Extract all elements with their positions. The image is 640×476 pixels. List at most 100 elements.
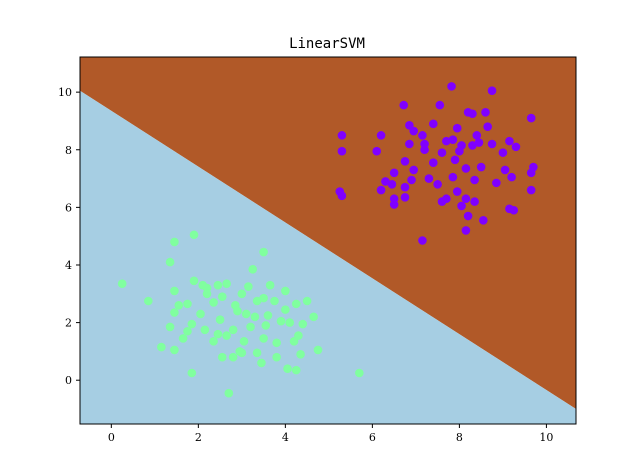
data-point-class-0 (452, 123, 462, 133)
data-point-class-0 (481, 108, 490, 117)
data-point-class-0 (389, 200, 399, 209)
data-point-class-0 (479, 216, 488, 225)
data-point-class-1 (291, 299, 301, 309)
data-point-class-1 (241, 309, 251, 319)
data-point-class-1 (248, 265, 258, 274)
data-point-class-1 (228, 352, 238, 362)
scatter-points (117, 82, 538, 398)
data-point-class-1 (183, 326, 192, 336)
data-point-class-1 (189, 276, 199, 286)
data-point-class-0 (428, 158, 438, 168)
data-point-class-0 (337, 191, 347, 201)
data-point-class-1 (196, 309, 205, 319)
data-point-class-1 (170, 286, 179, 296)
x-tick-label: 0 (108, 431, 115, 444)
data-point-class-1 (233, 306, 242, 316)
data-point-class-0 (507, 172, 516, 182)
data-point-class-1 (157, 342, 166, 352)
data-point-class-1 (202, 283, 212, 293)
plot-area (80, 57, 576, 424)
data-point-class-1 (244, 282, 253, 291)
data-point-class-0 (447, 82, 456, 91)
data-point-class-1 (272, 352, 281, 362)
data-point-class-1 (250, 312, 260, 322)
data-point-class-0 (457, 141, 466, 150)
data-point-class-1 (281, 305, 290, 314)
data-point-class-1 (302, 296, 312, 306)
data-point-class-0 (452, 187, 462, 196)
data-point-class-1 (187, 319, 197, 329)
data-point-class-0 (435, 100, 445, 110)
data-point-class-0 (442, 136, 451, 146)
data-point-class-1 (263, 311, 273, 320)
data-point-class-1 (117, 279, 127, 289)
data-point-class-1 (215, 315, 225, 325)
data-point-class-0 (461, 226, 471, 235)
data-point-class-0 (442, 194, 451, 204)
data-point-class-1 (165, 257, 175, 267)
x-tick-label: 6 (369, 431, 376, 444)
data-point-class-0 (424, 174, 434, 183)
data-point-class-0 (526, 113, 536, 123)
data-point-class-0 (487, 139, 497, 149)
data-point-class-0 (500, 165, 510, 175)
data-point-class-0 (509, 205, 519, 215)
data-point-class-1 (235, 347, 244, 356)
data-point-class-0 (470, 175, 479, 185)
chart-title: LinearSVM (289, 36, 365, 52)
data-point-class-1 (237, 289, 247, 299)
data-point-class-0 (433, 180, 442, 189)
y-axis: 0 2 4 6 8 10 (58, 86, 80, 387)
data-point-class-1 (170, 308, 179, 317)
data-point-class-0 (474, 138, 484, 147)
data-point-class-0 (400, 182, 410, 192)
y-tick-label: 0 (65, 374, 72, 387)
data-point-class-1 (224, 388, 234, 398)
x-axis: 0 2 4 6 8 10 (108, 424, 553, 444)
data-point-class-0 (381, 177, 390, 186)
data-point-class-1 (285, 318, 295, 327)
data-point-class-0 (470, 197, 479, 206)
data-point-class-1 (291, 365, 301, 375)
data-point-class-0 (418, 131, 427, 140)
data-point-class-1 (239, 337, 249, 346)
x-tick-label: 4 (282, 431, 289, 444)
decision-region-upper (80, 57, 576, 410)
data-point-class-0 (407, 175, 416, 185)
data-point-class-0 (476, 162, 486, 172)
y-tick-label: 2 (65, 317, 72, 330)
data-point-class-1 (259, 334, 268, 343)
data-point-class-1 (265, 280, 275, 290)
data-point-class-0 (487, 86, 497, 96)
data-point-class-0 (526, 185, 536, 195)
data-point-class-0 (405, 139, 414, 149)
plot-frame (79, 56, 577, 425)
data-point-class-0 (448, 172, 458, 182)
data-point-class-0 (376, 131, 386, 140)
data-point-class-1 (281, 286, 290, 296)
data-point-class-0 (387, 180, 397, 189)
data-point-class-0 (472, 131, 482, 140)
data-point-class-0 (399, 100, 409, 110)
data-point-class-0 (420, 139, 429, 149)
data-point-class-1 (183, 299, 192, 309)
data-point-class-0 (450, 155, 460, 165)
data-point-class-1 (309, 312, 318, 322)
data-point-class-0 (409, 165, 419, 175)
data-point-class-1 (174, 301, 184, 310)
data-point-class-1 (252, 296, 262, 306)
data-point-class-0 (418, 236, 427, 245)
data-point-class-1 (217, 292, 227, 301)
data-point-class-1 (355, 368, 364, 378)
data-point-class-1 (313, 345, 323, 355)
y-tick-label: 6 (65, 201, 72, 214)
data-point-class-0 (463, 211, 473, 221)
data-point-class-0 (483, 122, 492, 132)
data-point-class-1 (294, 331, 303, 340)
data-point-class-0 (337, 131, 347, 140)
data-point-class-1 (296, 349, 305, 359)
data-point-class-1 (222, 331, 231, 340)
data-point-class-1 (170, 345, 179, 355)
data-point-class-1 (270, 296, 279, 306)
data-point-class-0 (461, 194, 471, 204)
